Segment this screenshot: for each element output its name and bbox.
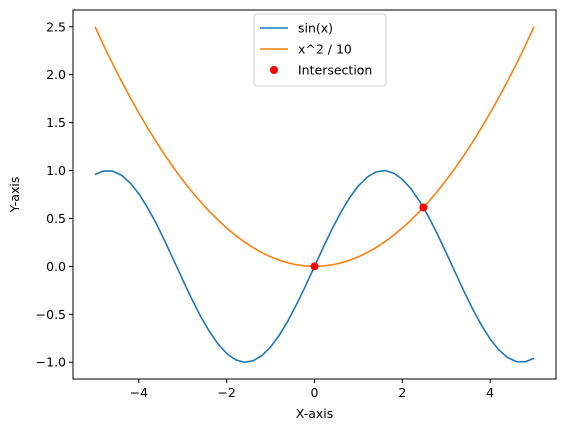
x-tick-label: 4	[486, 385, 494, 400]
legend-label: sin(x)	[298, 21, 333, 36]
x-axis-title: X-axis	[296, 406, 334, 421]
x-tick-label: 0	[311, 385, 319, 400]
intersection-point-1	[419, 203, 428, 212]
legend: sin(x) x^2 / 10 Intersection	[253, 13, 387, 87]
legend-label: x^2 / 10	[298, 42, 352, 57]
y-tick-label: 0.5	[46, 211, 66, 226]
y-axis-title: Y-axis	[7, 177, 22, 214]
legend-label: Intersection	[298, 63, 372, 78]
x-tick-label: −4	[130, 385, 148, 400]
x-tick-label: −2	[217, 385, 235, 400]
x-tick-label: 2	[398, 385, 406, 400]
y-tick-label: −0.5	[36, 307, 66, 322]
y-tick-label: −1.0	[36, 355, 66, 370]
legend-box	[253, 13, 387, 87]
y-tick-label: 2.5	[46, 19, 66, 34]
intersection-point-0	[310, 262, 319, 271]
y-tick-label: 2.0	[46, 67, 66, 82]
y-axis-ticks: −1.0 −0.5 0.0 0.5 1.0 1.5 2.0 2.5	[36, 19, 73, 370]
y-tick-label: 1.0	[46, 163, 66, 178]
intersection-points-layer	[310, 203, 428, 271]
x-axis-ticks: −4 −2 0 2 4	[130, 379, 494, 400]
y-tick-label: 1.5	[46, 115, 66, 130]
y-tick-label: 0.0	[46, 259, 66, 274]
legend-swatch-marker	[270, 66, 278, 74]
